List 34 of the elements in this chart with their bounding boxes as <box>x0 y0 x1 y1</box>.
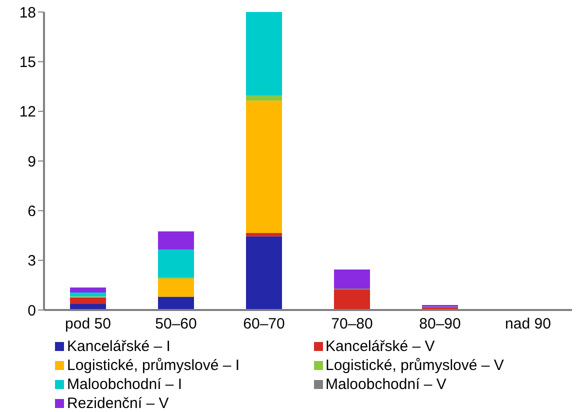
bar <box>246 236 282 310</box>
bar <box>158 231 194 250</box>
y-tick-label: 9 <box>28 153 36 170</box>
bar <box>334 269 370 288</box>
bar <box>246 233 282 236</box>
y-tick-label: 6 <box>28 202 36 220</box>
legend-label: Rezidenční – V <box>67 395 169 412</box>
y-tick-label: 18 <box>19 4 36 22</box>
y-tick-label: 0 <box>28 302 36 320</box>
bar <box>246 96 282 101</box>
y-tick-label: 12 <box>19 104 36 121</box>
bar <box>158 278 194 297</box>
legend-label: Kancelářské – I <box>67 338 170 355</box>
y-tick-label: 15 <box>19 54 36 71</box>
x-tick-label: 60–70 <box>243 316 285 333</box>
bar <box>70 292 106 297</box>
legend-label: Logistické, průmyslové – V <box>326 357 504 374</box>
legend-label: Maloobchodní – I <box>67 376 182 393</box>
x-tick-label: nad 90 <box>505 316 551 333</box>
legend-label: Kancelářské – V <box>326 338 435 355</box>
bar <box>246 100 282 234</box>
bar <box>70 297 106 304</box>
x-tick-label: 70–80 <box>331 316 373 333</box>
bar <box>158 250 194 278</box>
x-tick-label: 80–90 <box>419 316 461 333</box>
bar <box>158 296 194 310</box>
x-tick-label: 50–60 <box>155 316 197 333</box>
y-tick-label: 3 <box>28 252 36 270</box>
bar <box>70 287 106 292</box>
x-tick-label: pod 50 <box>65 316 111 333</box>
bar <box>246 12 282 96</box>
bar <box>334 289 370 310</box>
legend-label: Maloobchodní – V <box>326 376 446 393</box>
legend-label: Logistické, průmyslové – I <box>67 357 240 374</box>
